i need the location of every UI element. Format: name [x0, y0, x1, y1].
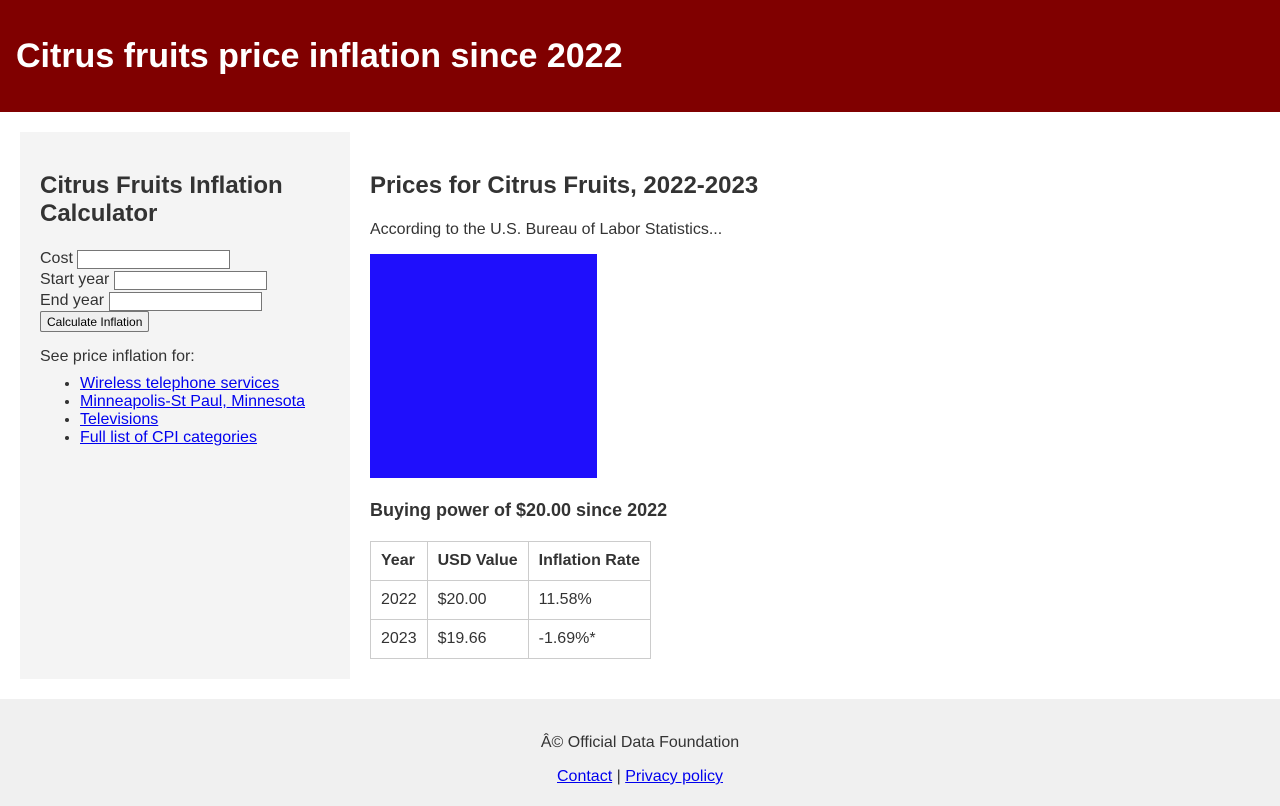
- link-minneapolis-st-paul[interactable]: Minneapolis-St Paul, Minnesota: [80, 393, 306, 410]
- column-header-usd-value: USD Value: [426, 541, 529, 581]
- end-year-label: End year: [40, 292, 105, 309]
- footer-separator: |: [612, 768, 626, 785]
- list-item: Minneapolis-St Paul, Minnesota: [80, 393, 330, 411]
- list-item: Full list of CPI categories: [80, 429, 330, 447]
- related-links-list: Wireless telephone services Minneapolis-…: [40, 375, 330, 447]
- page-footer: Â© Official Data Foundation Contact | Pr…: [0, 699, 1280, 806]
- source-text: According to the U.S. Bureau of Labor St…: [370, 221, 723, 238]
- table-row: 2022 $20.00 11.58%: [370, 580, 651, 620]
- main-content: Prices for Citrus Fruits, 2022-2023 Acco…: [350, 132, 1260, 679]
- start-year-label: Start year: [40, 271, 110, 288]
- contact-link[interactable]: Contact: [557, 768, 613, 785]
- prices-heading: Prices for Citrus Fruits, 2022-2023: [370, 172, 759, 199]
- usd-value-cell: $19.66: [426, 619, 529, 659]
- usd-value-cell: $20.00: [426, 580, 529, 620]
- privacy-policy-link[interactable]: Privacy policy: [625, 768, 723, 785]
- year-cell: 2022: [370, 580, 428, 620]
- calculator-title: Citrus Fruits Inflation Calculator: [40, 172, 283, 227]
- footer-links: Contact | Privacy policy: [0, 768, 1280, 786]
- end-year-input[interactable]: [108, 291, 262, 311]
- buying-power-table: Year USD Value Inflation Rate 2022 $20.0…: [370, 541, 651, 659]
- column-header-year: Year: [370, 541, 428, 581]
- see-inflation-label: See price inflation for:: [40, 348, 195, 365]
- list-item: Televisions: [80, 411, 330, 429]
- page-header: Citrus fruits price inflation since 2022: [0, 0, 1280, 112]
- start-year-input[interactable]: [113, 270, 267, 290]
- cost-row: Cost: [40, 248, 330, 269]
- copyright-text: Â© Official Data Foundation: [540, 734, 740, 751]
- cost-input[interactable]: [77, 249, 231, 269]
- inflation-form: Cost Start year End year Calculate Infla…: [40, 248, 330, 332]
- buying-power-heading: Buying power of $20.00 since 2022: [370, 500, 668, 520]
- link-full-cpi-list[interactable]: Full list of CPI categories: [80, 429, 257, 446]
- end-year-row: End year: [40, 290, 330, 311]
- cost-label: Cost: [40, 250, 73, 267]
- link-wireless-telephone-services[interactable]: Wireless telephone services: [80, 375, 280, 392]
- table-header-row: Year USD Value Inflation Rate: [370, 541, 651, 581]
- calculator-sidebar: Citrus Fruits Inflation Calculator Cost …: [20, 132, 350, 679]
- page-title: Citrus fruits price inflation since 2022: [16, 37, 623, 75]
- table-row: 2023 $19.66 -1.69%*: [370, 619, 651, 659]
- year-cell: 2023: [370, 619, 428, 659]
- content-wrapper: Citrus Fruits Inflation Calculator Cost …: [0, 112, 1280, 679]
- chart-image: [370, 254, 597, 478]
- link-televisions[interactable]: Televisions: [80, 411, 159, 428]
- start-year-row: Start year: [40, 269, 330, 290]
- inflation-rate-cell: 11.58%: [527, 580, 651, 620]
- calculate-inflation-button[interactable]: Calculate Inflation: [40, 311, 150, 332]
- column-header-inflation-rate: Inflation Rate: [527, 541, 651, 581]
- list-item: Wireless telephone services: [80, 375, 330, 393]
- inflation-rate-cell: -1.69%*: [527, 619, 651, 659]
